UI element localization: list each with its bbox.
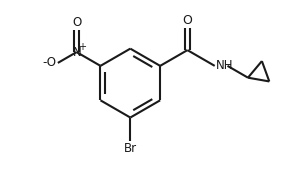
Text: Br: Br [124, 142, 137, 155]
Text: -O: -O [42, 56, 56, 69]
Text: O: O [182, 14, 192, 27]
Text: +: + [79, 42, 86, 52]
Text: O: O [72, 16, 81, 29]
Text: N: N [73, 46, 82, 59]
Text: NH: NH [216, 59, 233, 72]
